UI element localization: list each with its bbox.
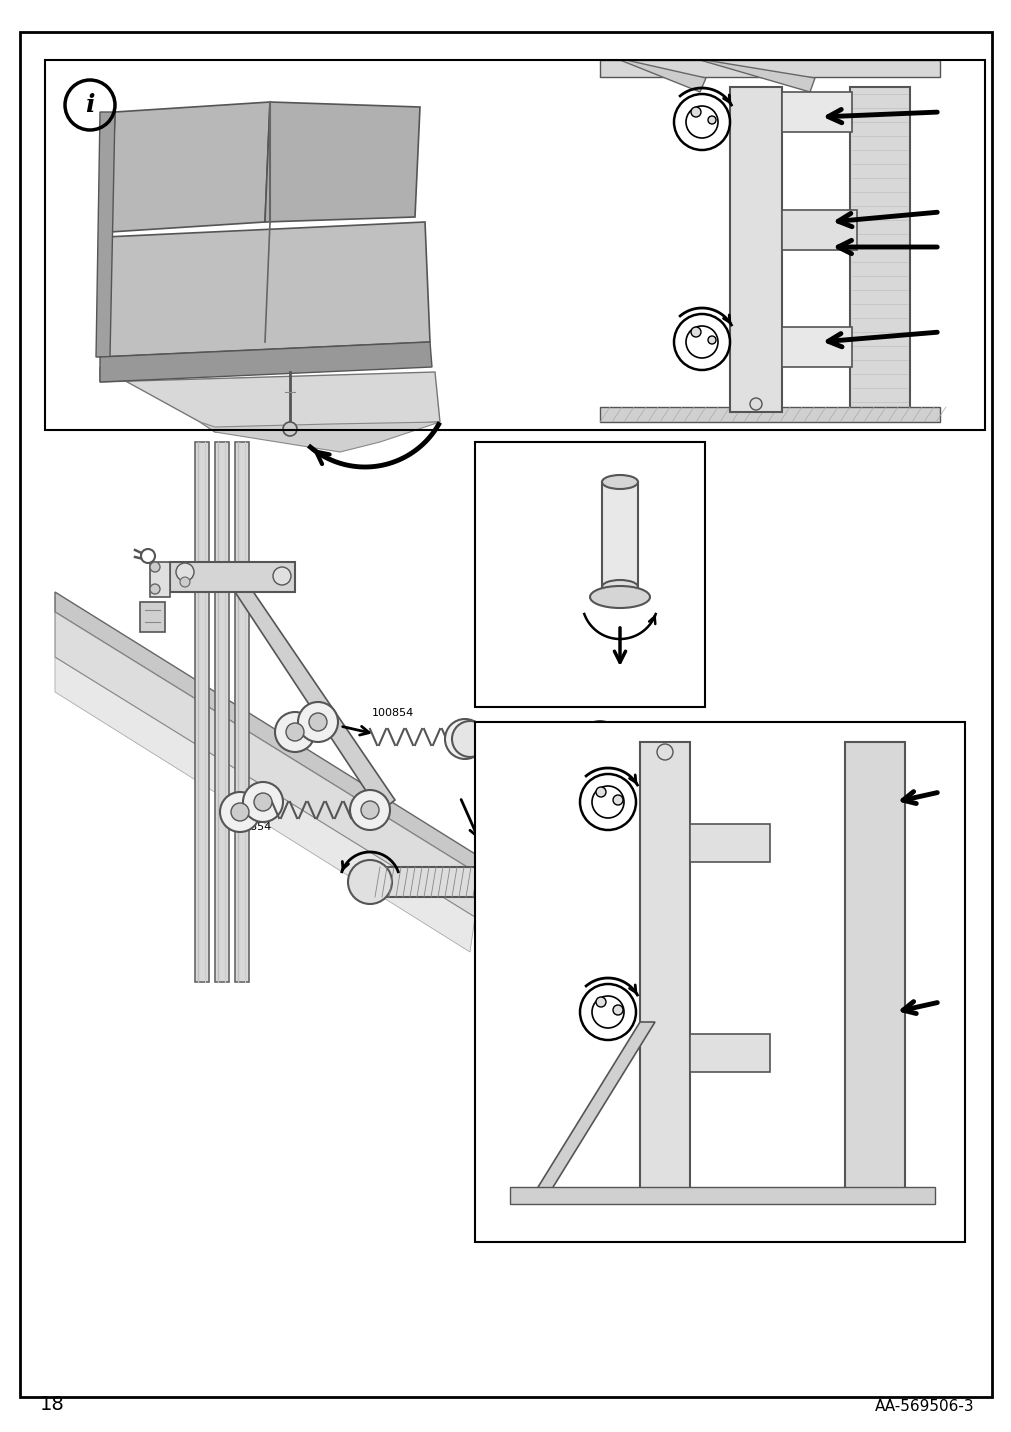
Polygon shape [235, 587, 394, 812]
Circle shape [452, 720, 487, 758]
Bar [690, 823, 769, 862]
Polygon shape [600, 60, 939, 77]
Circle shape [348, 861, 391, 904]
Bar [849, 87, 909, 412]
Circle shape [308, 713, 327, 730]
Circle shape [350, 790, 389, 831]
Polygon shape [600, 407, 939, 422]
Bar [469, 727, 600, 750]
Polygon shape [535, 1022, 654, 1191]
Polygon shape [55, 657, 474, 952]
Circle shape [273, 567, 291, 586]
Bar [844, 742, 904, 1191]
Polygon shape [700, 60, 814, 92]
Polygon shape [620, 60, 706, 92]
Circle shape [219, 792, 260, 832]
Circle shape [283, 422, 296, 435]
Bar [370, 866, 515, 896]
Polygon shape [170, 561, 295, 591]
Circle shape [691, 107, 701, 117]
Polygon shape [96, 112, 115, 357]
Bar [474, 722, 964, 1242]
Polygon shape [55, 611, 474, 916]
Circle shape [691, 326, 701, 337]
Bar [235, 442, 249, 982]
Polygon shape [100, 342, 432, 382]
Text: i: i [85, 93, 95, 117]
Circle shape [286, 723, 303, 740]
Bar [782, 92, 851, 132]
Circle shape [275, 712, 314, 752]
Bar [214, 442, 228, 982]
Circle shape [231, 803, 249, 821]
Polygon shape [140, 601, 165, 632]
Bar [782, 211, 856, 251]
Polygon shape [510, 1187, 934, 1204]
Circle shape [579, 775, 635, 831]
Circle shape [150, 561, 160, 571]
Circle shape [361, 800, 379, 819]
Text: 18: 18 [40, 1395, 65, 1413]
Text: 100854: 100854 [229, 822, 272, 832]
Polygon shape [100, 222, 430, 357]
Bar [639, 742, 690, 1191]
Polygon shape [110, 102, 270, 232]
Circle shape [613, 1005, 623, 1015]
Circle shape [595, 788, 606, 798]
Circle shape [492, 861, 537, 904]
Circle shape [456, 730, 473, 748]
Circle shape [749, 398, 761, 410]
Ellipse shape [589, 586, 649, 609]
Bar [44, 60, 984, 430]
Circle shape [613, 795, 623, 805]
Circle shape [150, 584, 160, 594]
Circle shape [708, 337, 716, 344]
Text: 100854: 100854 [372, 707, 413, 717]
Ellipse shape [602, 475, 637, 488]
Circle shape [243, 782, 283, 822]
Polygon shape [150, 561, 170, 597]
Circle shape [595, 997, 606, 1007]
Bar [729, 87, 782, 412]
Circle shape [141, 548, 155, 563]
Circle shape [673, 95, 729, 150]
Polygon shape [265, 102, 420, 222]
Polygon shape [200, 422, 440, 453]
Circle shape [297, 702, 338, 742]
Polygon shape [100, 367, 440, 432]
Text: AA-569506-3: AA-569506-3 [875, 1399, 974, 1413]
Bar [690, 1034, 769, 1073]
Circle shape [445, 719, 484, 759]
Circle shape [656, 745, 672, 760]
Polygon shape [55, 591, 479, 872]
Circle shape [581, 720, 618, 758]
Bar [195, 442, 209, 982]
Ellipse shape [602, 580, 637, 594]
Bar [474, 442, 705, 707]
Circle shape [708, 116, 716, 125]
Circle shape [579, 984, 635, 1040]
Circle shape [254, 793, 272, 811]
Text: 2x: 2x [492, 460, 537, 494]
Bar [782, 326, 851, 367]
Circle shape [180, 577, 190, 587]
Circle shape [176, 563, 194, 581]
Bar [602, 483, 637, 587]
Circle shape [673, 314, 729, 369]
